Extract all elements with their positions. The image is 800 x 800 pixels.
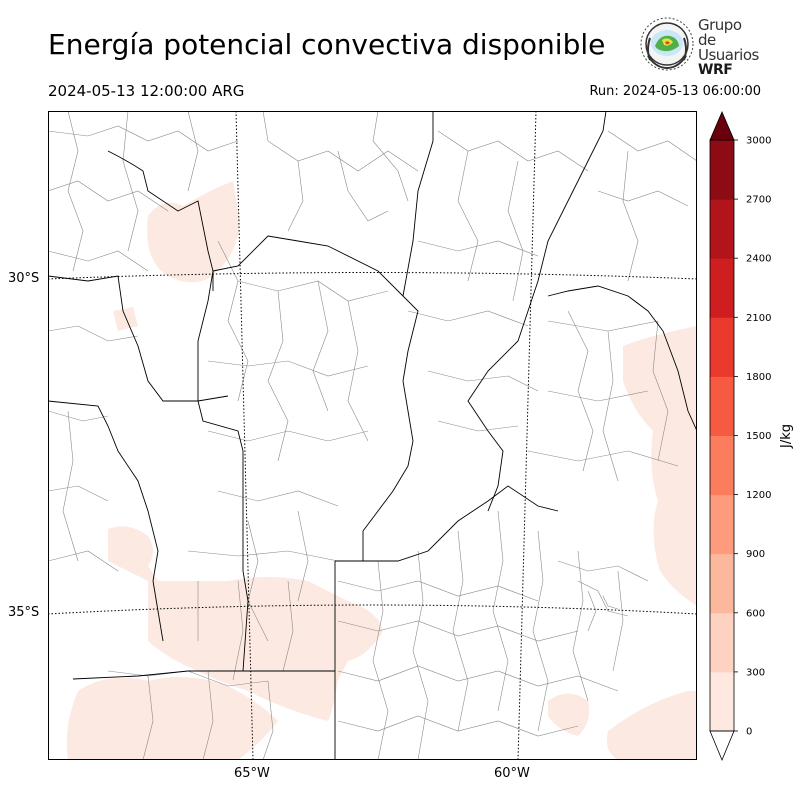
colorbar-tick-label: 2400 bbox=[746, 254, 771, 265]
colorbar-tick-label: 900 bbox=[746, 549, 765, 560]
cape-area-east bbox=[623, 326, 697, 606]
cape-area-south-coast bbox=[606, 691, 697, 760]
colorbar-band bbox=[710, 376, 734, 436]
lon-label-60w: 60°W bbox=[494, 766, 530, 781]
lat-label-30s: 30°S bbox=[8, 271, 40, 286]
colorbar-band bbox=[710, 140, 734, 200]
border-larioja-cordoba bbox=[197, 270, 214, 401]
cape-area-west-strip bbox=[108, 526, 383, 721]
border-sanjuan-larioja bbox=[48, 275, 229, 402]
logo-emblem-icon bbox=[640, 17, 694, 71]
department-borders bbox=[48, 111, 697, 760]
logo-line-3: WRF bbox=[698, 62, 733, 78]
colorbar-tick-label: 2700 bbox=[746, 195, 771, 206]
colorbar-band bbox=[710, 435, 734, 496]
colorbar-tick-label: 1500 bbox=[746, 431, 771, 442]
border-sanluis-mendoza bbox=[48, 400, 164, 642]
border-lapampa-north bbox=[72, 600, 249, 680]
lon-label-65w: 65°W bbox=[234, 766, 270, 781]
border-bsas-north bbox=[335, 485, 559, 562]
border-rio-uruguay bbox=[662, 330, 697, 432]
colorbar-band bbox=[710, 671, 734, 732]
colorbar-band bbox=[710, 612, 734, 673]
colorbar-tick-label: 3000 bbox=[746, 136, 771, 147]
colorbar-tick-label: 2100 bbox=[746, 313, 771, 324]
logo-text: Grupo de Usuarios WRF bbox=[698, 18, 760, 78]
colorbar-unit-label: J/kg bbox=[779, 424, 794, 449]
province-borders bbox=[48, 111, 697, 760]
colorbar-tick-label: 1200 bbox=[746, 490, 771, 501]
border-sanluis-cordoba bbox=[197, 400, 249, 602]
cape-field bbox=[66, 181, 697, 760]
colorbar-band bbox=[710, 199, 734, 259]
logo-line-1: Grupo de bbox=[698, 16, 742, 49]
colorbar: 0 300 600 900 1200 1500 1800 2100 2400 2700 3000 J… bbox=[709, 110, 794, 762]
colorbar-tick-label: 300 bbox=[746, 667, 765, 678]
colorbar-extend-high bbox=[709, 110, 735, 141]
border-cordoba-santafe bbox=[362, 380, 414, 561]
graticule-35s bbox=[48, 604, 697, 615]
cape-area-southeast bbox=[548, 693, 590, 736]
border-catamarca-larioja bbox=[107, 150, 214, 291]
border-cordoba-north bbox=[212, 235, 419, 382]
cape-area-centre-south bbox=[343, 609, 380, 639]
colorbar-tick-label: 1800 bbox=[746, 372, 771, 383]
chart-title: Energía potencial convectiva disponible bbox=[48, 28, 606, 61]
graticule bbox=[48, 111, 697, 760]
colorbar-tick-label: 0 bbox=[746, 727, 752, 738]
colorbar-extend-low bbox=[709, 730, 735, 762]
map-panel bbox=[48, 111, 697, 760]
border-santafe-entrerios bbox=[467, 111, 607, 512]
run-time-label: Run: 2024-05-13 06:00:00 bbox=[589, 84, 761, 99]
colorbar-tick-label: 600 bbox=[746, 608, 765, 619]
cape-area-north-small bbox=[113, 307, 138, 331]
valid-time-label: 2024-05-13 12:00:00 ARG bbox=[48, 82, 245, 100]
border-santiago-santafe bbox=[402, 111, 434, 297]
lat-label-35s: 35°S bbox=[8, 605, 40, 620]
colorbar-band bbox=[710, 553, 734, 614]
logo: Grupo de Usuarios WRF bbox=[638, 16, 760, 78]
colorbar-band bbox=[710, 258, 734, 318]
cape-area-southwest bbox=[66, 677, 278, 760]
colorbar-band bbox=[710, 317, 734, 377]
logo-line-2: Usuarios bbox=[698, 46, 759, 64]
colorbar-band bbox=[710, 494, 734, 555]
border-entrerios-corrientes bbox=[547, 285, 664, 332]
graticule-30s bbox=[48, 272, 697, 280]
